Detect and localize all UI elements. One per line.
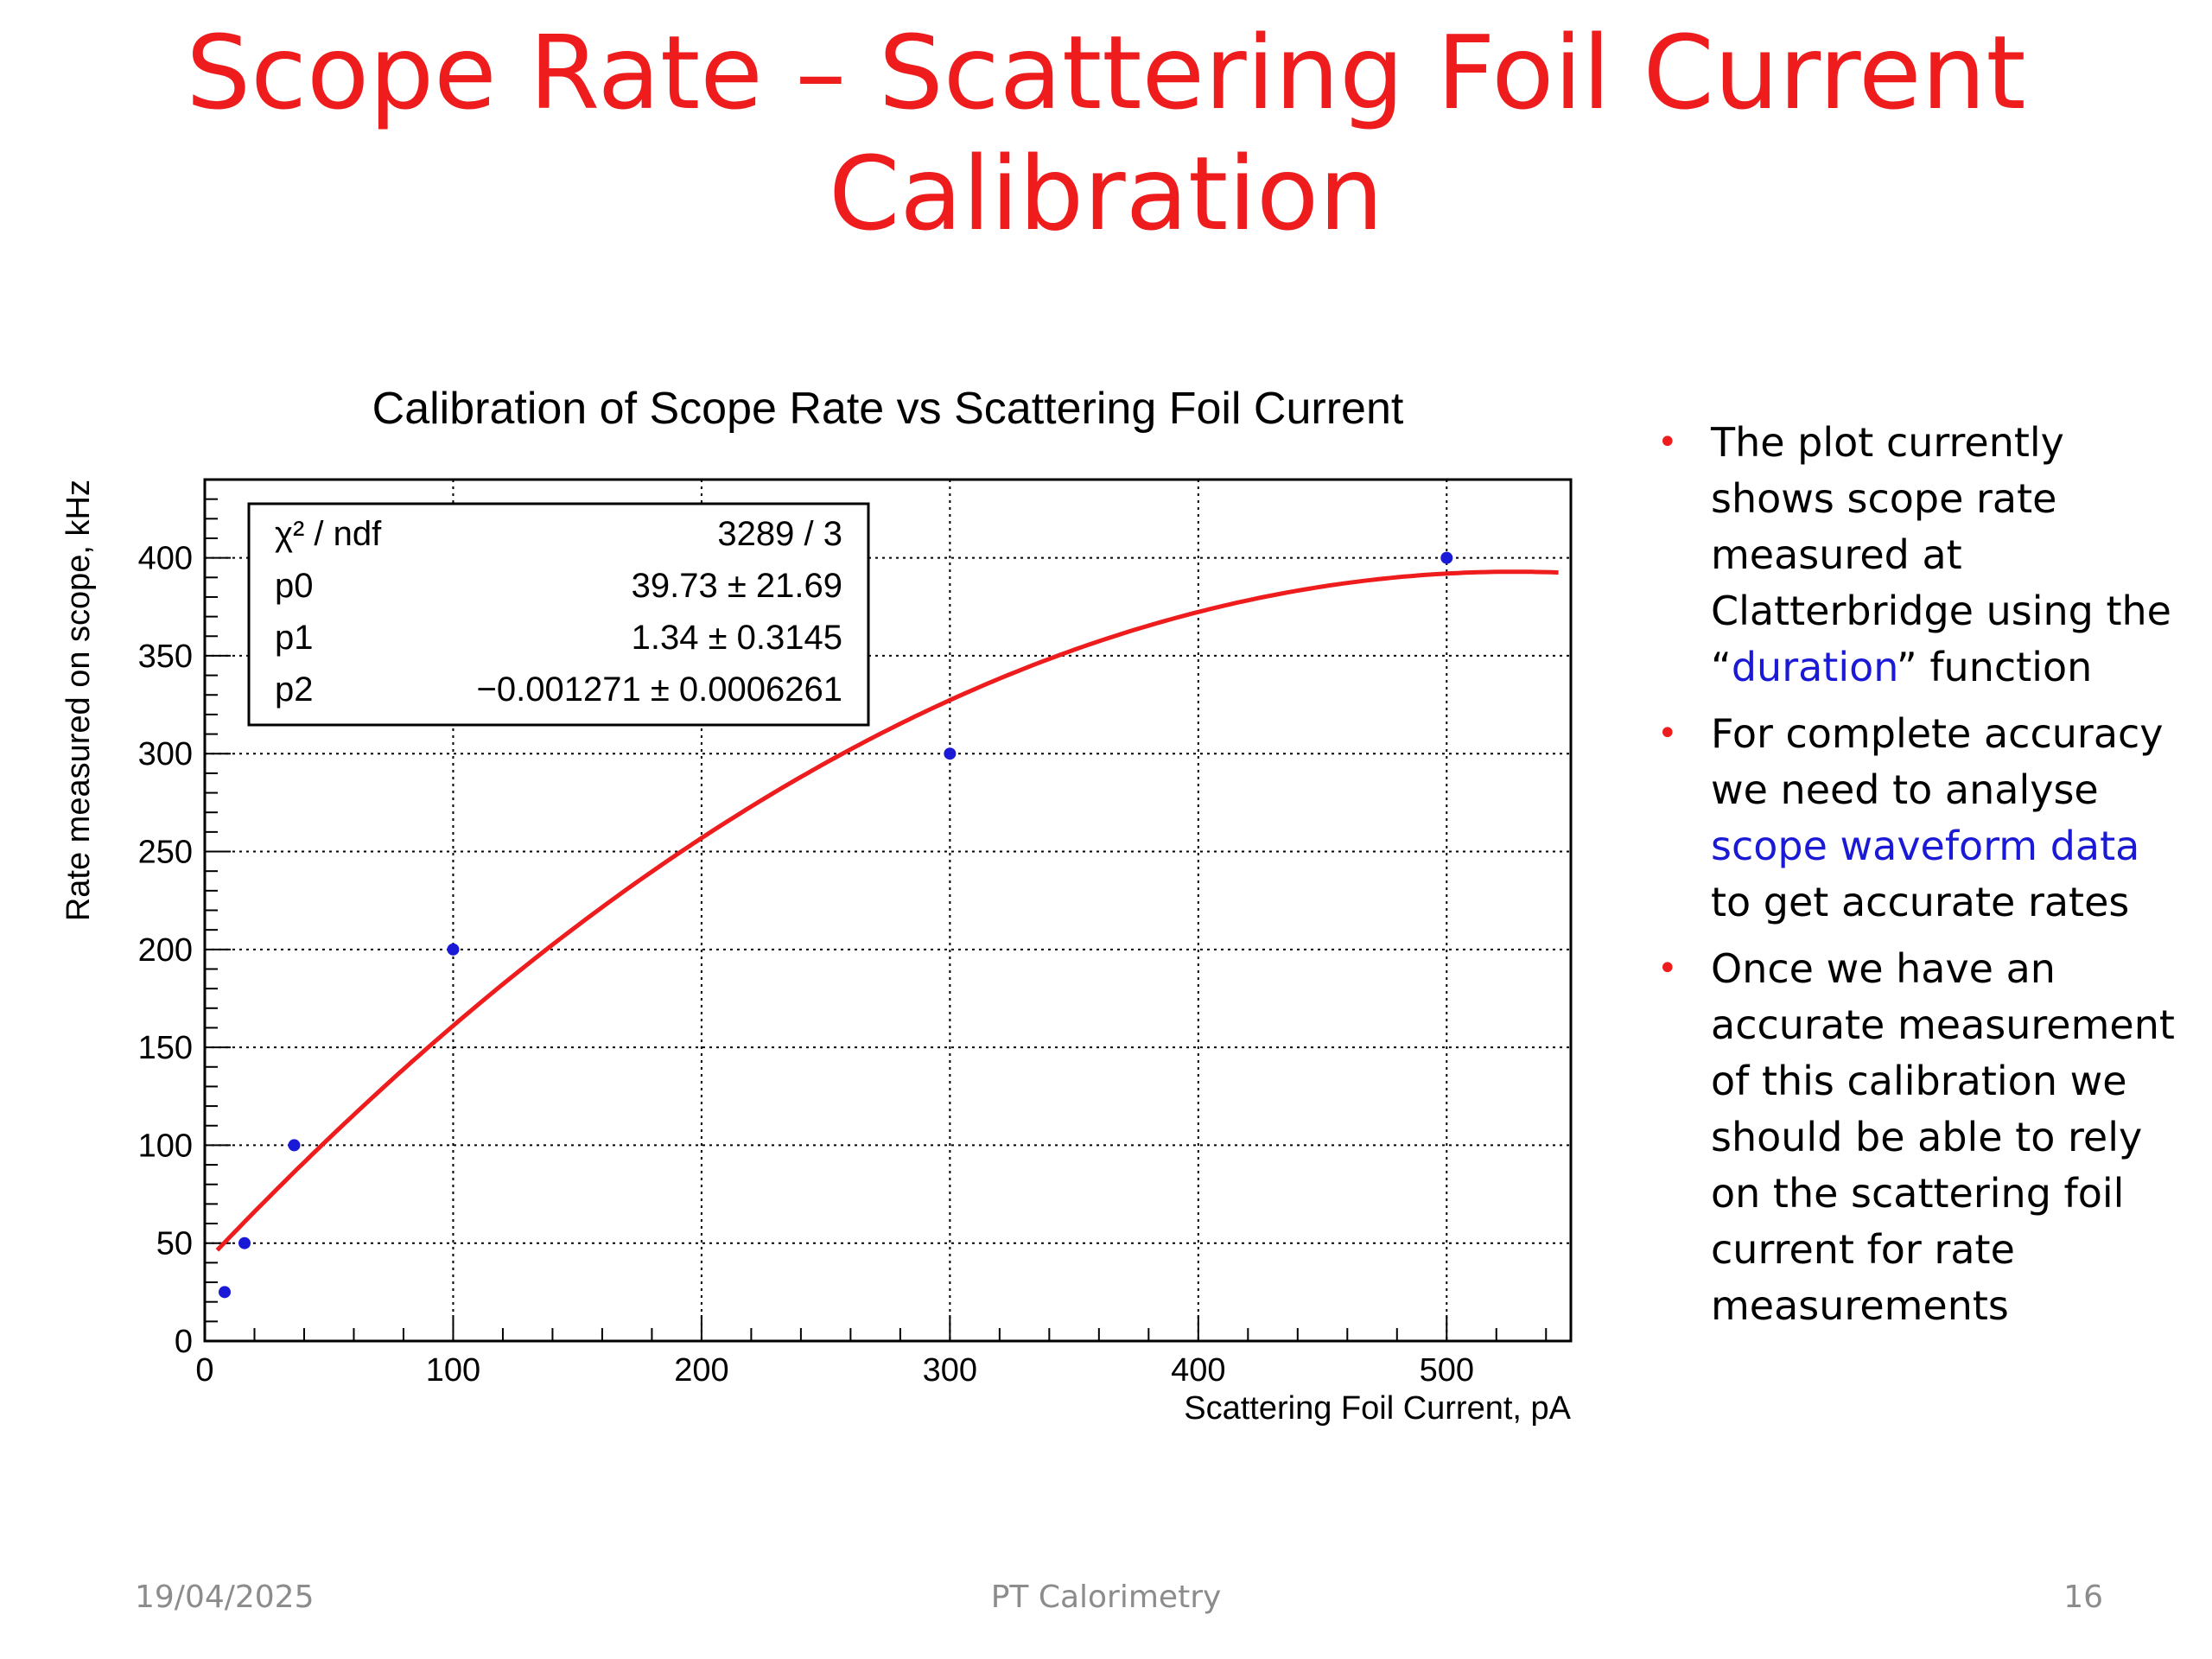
bullet-text: Once we have an accurate measurement of … xyxy=(1711,945,2175,1329)
y-tick-label: 50 xyxy=(156,1226,193,1262)
chart-container: Calibration of Scope Rate vs Scattering … xyxy=(0,363,1624,1434)
slide-title-line2: Calibration xyxy=(828,134,1384,253)
bullet-item: • For complete accuracy we need to analy… xyxy=(1650,706,2186,931)
duration-link-text: duration xyxy=(1731,644,1897,690)
fit-stats-label: p1 xyxy=(275,619,314,657)
bullet-list: • The plot currently shows scope rate me… xyxy=(1650,415,2186,1344)
data-point xyxy=(944,747,957,760)
fit-stats-label: p0 xyxy=(275,567,314,605)
fit-stats-box xyxy=(247,502,870,727)
data-point xyxy=(218,1286,231,1299)
fit-stats-label: p2 xyxy=(275,671,314,709)
fit-stats-value: 3289 / 3 xyxy=(717,515,842,553)
y-tick-label: 300 xyxy=(138,736,193,772)
data-point xyxy=(288,1139,301,1152)
data-point xyxy=(238,1236,251,1249)
fit-curve xyxy=(215,569,1559,1252)
bullet-item: • Once we have an accurate measurement o… xyxy=(1650,941,2186,1334)
bullet-text: The plot currently shows scope rate meas… xyxy=(1711,419,2171,690)
bullet-item: • The plot currently shows scope rate me… xyxy=(1650,415,2186,696)
bullet-text: For complete accuracy we need to analyse xyxy=(1711,710,2164,813)
data-point xyxy=(447,943,460,956)
calibration-chart: Calibration of Scope Rate vs Scattering … xyxy=(60,384,1573,1427)
bullet-text: ” function xyxy=(1896,644,2093,690)
x-tick-label: 0 xyxy=(195,1352,213,1389)
x-tick-label: 400 xyxy=(1171,1352,1225,1389)
y-tick-label: 250 xyxy=(138,835,193,871)
data-point xyxy=(1440,551,1453,564)
y-tick-label: 200 xyxy=(138,932,193,969)
y-tick-label: 350 xyxy=(138,639,193,675)
bullet-dot-icon: • xyxy=(1657,949,1678,988)
fit-stats-label: χ² / ndf xyxy=(275,515,382,553)
x-tick-label: 500 xyxy=(1420,1352,1474,1389)
bullet-dot-icon: • xyxy=(1657,714,1678,753)
y-tick-label: 150 xyxy=(138,1030,193,1066)
x-tick-label: 300 xyxy=(923,1352,977,1389)
y-axis-label: Rate measured on scope, kHz xyxy=(60,480,97,921)
x-tick-label: 200 xyxy=(674,1352,728,1389)
fit-stats-value: 1.34 ± 0.3145 xyxy=(632,619,842,657)
fit-stats-value: 39.73 ± 21.69 xyxy=(632,567,842,605)
y-tick-label: 0 xyxy=(175,1324,193,1360)
fit-stats-value: −0.001271 ± 0.0006261 xyxy=(477,671,842,709)
y-tick-label: 400 xyxy=(138,541,193,577)
footer-date: 19/04/2025 xyxy=(135,1580,315,1615)
chart-title: Calibration of Scope Rate vs Scattering … xyxy=(372,384,1404,434)
footer-title: PT Calorimetry xyxy=(990,1580,1222,1615)
x-tick-label: 100 xyxy=(426,1352,480,1389)
x-axis-label: Scattering Foil Current, pA xyxy=(1184,1390,1571,1427)
y-tick-label: 100 xyxy=(138,1128,193,1164)
page-number: 16 xyxy=(2063,1580,2103,1615)
scope-waveform-link-text: scope waveform data xyxy=(1711,823,2140,869)
slide-title: Scope Rate – Scattering Foil Current Cal… xyxy=(0,12,2212,254)
bullet-dot-icon: • xyxy=(1657,423,1678,462)
bullet-text: to get accurate rates xyxy=(1711,879,2130,925)
slide-title-line1: Scope Rate – Scattering Foil Current xyxy=(186,13,2026,132)
